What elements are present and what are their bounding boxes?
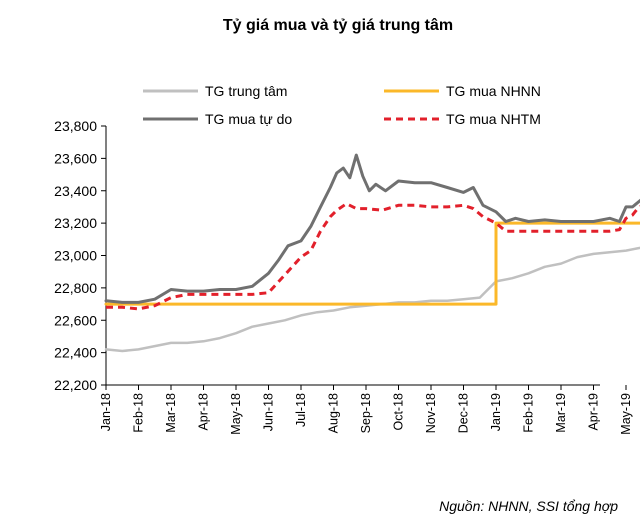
x-tick-label: Dec-18 xyxy=(457,393,471,433)
legend-item: TG mua tự do xyxy=(143,111,292,127)
x-tick-label: Mar-19 xyxy=(554,393,568,433)
axes: 22,200 22,400 22,600 22,800 23,000 23,200 23,4… xyxy=(54,118,633,435)
source-note: Nguồn: NHNN, SSI tổng hợp xyxy=(439,498,618,514)
x-tick-label: Nov-18 xyxy=(424,393,438,433)
y-tick-label: 23,000 xyxy=(54,248,97,264)
y-tick-label: 23,200 xyxy=(54,215,97,231)
y-tick-label: 22,400 xyxy=(54,345,97,361)
x-tick-label: Jul-18 xyxy=(294,393,308,427)
x-tick-label: Jun-18 xyxy=(262,393,276,431)
legend-label: TG trung tâm xyxy=(205,83,287,99)
x-tick-label: Jan-18 xyxy=(99,393,113,431)
x-tick-label: Oct-18 xyxy=(392,393,406,431)
chart-title: Tỷ giá mua và tỷ giá trung tâm xyxy=(223,17,453,34)
y-tick-label: 22,800 xyxy=(54,280,97,296)
x-tick-label: May-19 xyxy=(619,393,633,435)
x-tick-label: Feb-19 xyxy=(522,393,536,433)
series-line-tg-trung-tâm xyxy=(104,246,640,353)
y-tick-label: 22,200 xyxy=(54,377,97,393)
y-tick-label: 23,600 xyxy=(54,150,97,166)
x-tick-label: May-18 xyxy=(229,393,243,435)
series-line-tg-mua-nhtm xyxy=(106,202,640,311)
x-tick-label: Jan-19 xyxy=(489,393,503,431)
x-tick-label: Feb-18 xyxy=(132,393,146,433)
legend: TG trung tâm TG mua NHNN TG mua tự do TG mu… xyxy=(143,83,541,127)
legend-label: TG mua NHTM xyxy=(446,111,541,127)
x-tick-label: Apr-18 xyxy=(197,393,211,431)
x-tick-label: Sep-18 xyxy=(359,393,373,433)
series-line-tg-mua-tự-do xyxy=(104,153,640,304)
legend-item: TG mua NHNN xyxy=(384,83,541,99)
x-tick-label: Aug-18 xyxy=(327,393,341,433)
x-tick-label: Mar-18 xyxy=(164,393,178,433)
legend-label: TG mua NHNN xyxy=(446,83,541,99)
series-line-tg-mua-nhnn xyxy=(104,221,640,306)
x-tick-label: Apr-19 xyxy=(587,393,601,431)
legend-item: TG mua NHTM xyxy=(384,111,541,127)
legend-label: TG mua tự do xyxy=(205,111,292,127)
legend-item: TG trung tâm xyxy=(143,83,287,99)
y-tick-label: 22,600 xyxy=(54,312,97,328)
y-tick-label: 23,800 xyxy=(54,118,97,134)
y-tick-label: 23,400 xyxy=(54,183,97,199)
series-layer xyxy=(104,153,640,353)
